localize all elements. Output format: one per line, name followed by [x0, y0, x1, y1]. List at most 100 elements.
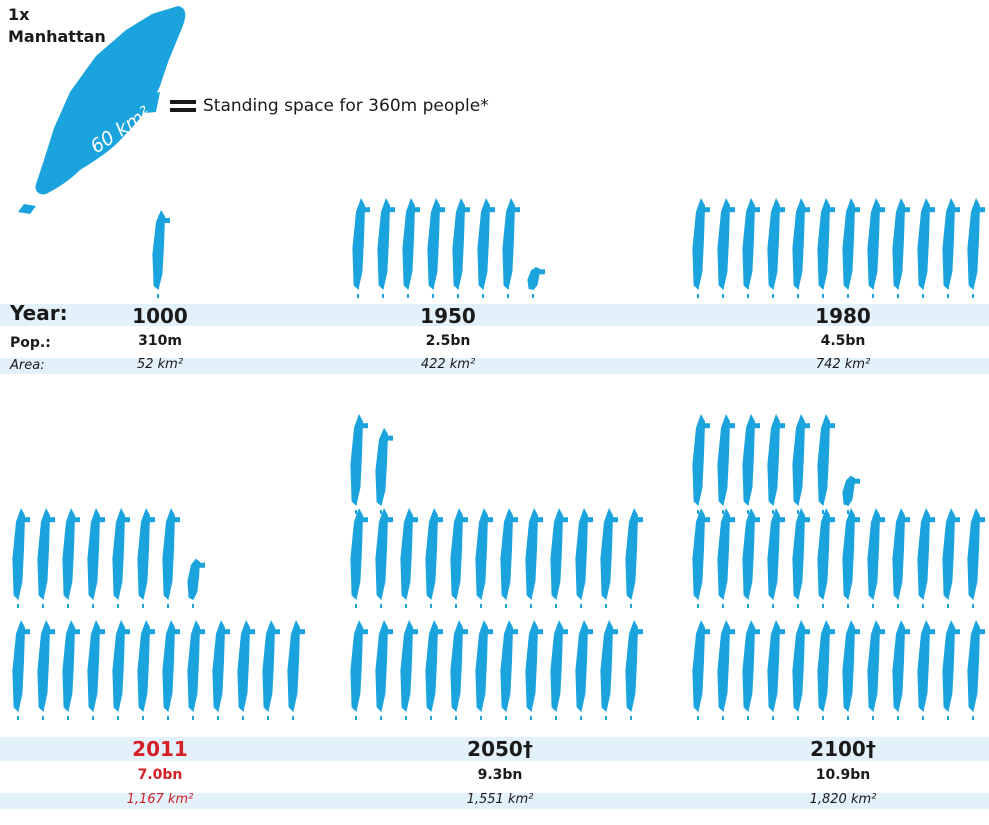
manhattan-glyph-2100†-13 — [717, 508, 730, 600]
manhattan-glyph-2050†-20 — [550, 508, 563, 600]
manhattan-glyph-2100†-22 — [942, 508, 955, 600]
manhattan-glyph-2100†-6 — [842, 620, 855, 712]
manhattan-glyph-2011-9 — [237, 620, 250, 712]
manhattan-glyph-2050†-16 — [450, 508, 463, 600]
manhattan-glyph-2100†-23 — [967, 508, 980, 600]
manhattan-glyph-2100†-26 — [742, 414, 755, 506]
manhattan-glyph-2050†-17 — [475, 508, 488, 600]
year-band-top — [0, 304, 989, 326]
year-value-4: 2050† — [467, 737, 533, 761]
manhattan-glyph-2050†-19 — [525, 508, 538, 600]
area-value-0: 52 km² — [136, 357, 184, 372]
manhattan-glyph-2011-18 — [162, 508, 175, 600]
manhattan-glyph-1980-9 — [917, 198, 930, 290]
manhattan-glyph-2050†-3 — [425, 620, 438, 712]
manhattan-glyph-1950-3 — [427, 198, 440, 290]
area-band-top — [0, 358, 989, 374]
pop-row-label: Pop.: — [10, 335, 51, 351]
manhattan-glyph-2100†-5 — [817, 620, 830, 712]
manhattan-glyph-2100†-19 — [867, 508, 880, 600]
manhattan-glyph-2011-19 — [187, 558, 200, 600]
manhattan-glyph-1980-3 — [767, 198, 780, 290]
manhattan-glyph-2050†-23 — [625, 508, 638, 600]
area-value-2: 742 km² — [815, 357, 871, 372]
manhattan-glyph-1980-4 — [792, 198, 805, 290]
legend-title: 1x Manhattan — [8, 5, 106, 46]
manhattan-glyph-2100†-20 — [892, 508, 905, 600]
year-band-bottom — [0, 737, 989, 761]
manhattan-glyph-2050†-4 — [450, 620, 463, 712]
manhattan-glyph-2100†-14 — [742, 508, 755, 600]
manhattan-glyph-1000-0 — [152, 209, 165, 290]
manhattan-glyph-2100†-8 — [892, 620, 905, 712]
manhattan-glyph-1980-7 — [867, 198, 880, 290]
manhattan-glyph-2100†-21 — [917, 508, 930, 600]
manhattan-glyph-1980-11 — [967, 198, 980, 290]
manhattan-glyph-1980-2 — [742, 198, 755, 290]
manhattan-glyph-2100†-24 — [692, 414, 705, 506]
manhattan-glyph-2050†-22 — [600, 508, 613, 600]
year-value-3: 2011 — [132, 737, 188, 761]
manhattan-glyph-1950-4 — [452, 198, 465, 290]
manhattan-glyph-2100†-4 — [792, 620, 805, 712]
manhattan-glyph-2050†-21 — [575, 508, 588, 600]
manhattan-glyph-2011-5 — [137, 620, 150, 712]
manhattan-glyph-1980-0 — [692, 198, 705, 290]
manhattan-glyph-2011-2 — [62, 620, 75, 712]
manhattan-glyph-1980-8 — [892, 198, 905, 290]
manhattan-glyph-2050†-15 — [425, 508, 438, 600]
year-value-1: 1950 — [420, 304, 476, 328]
manhattan-glyph-2100†-11 — [967, 620, 980, 712]
pop-value-0: 310m — [138, 333, 182, 349]
area-band-bottom — [0, 793, 989, 809]
manhattan-glyph-1950-5 — [477, 198, 490, 290]
manhattan-glyph-2100†-3 — [767, 620, 780, 712]
manhattan-glyph-2100†-2 — [742, 620, 755, 712]
year-value-5: 2100† — [810, 737, 876, 761]
manhattan-glyph-2100†-1 — [717, 620, 730, 712]
manhattan-glyph-2050†-13 — [375, 508, 388, 600]
manhattan-glyph-2011-16 — [112, 508, 125, 600]
manhattan-glyph-2050†-7 — [525, 620, 538, 712]
manhattan-glyph-2050†-12 — [350, 508, 363, 600]
pop-value-4: 9.3bn — [477, 767, 523, 783]
pop-value-1: 2.5bn — [425, 333, 471, 349]
manhattan-glyph-2050†-14 — [400, 508, 413, 600]
manhattan-glyph-2011-10 — [262, 620, 275, 712]
manhattan-glyph-2100†-27 — [767, 414, 780, 506]
manhattan-glyph-1980-1 — [717, 198, 730, 290]
pop-value-3: 7.0bn — [137, 767, 183, 783]
equals-sign — [170, 100, 196, 116]
legend-text: Standing space for 360m people* — [203, 96, 489, 116]
manhattan-glyph-1950-1 — [377, 198, 390, 290]
area-value-1: 422 km² — [420, 357, 476, 372]
manhattan-glyph-2050†-6 — [500, 620, 513, 712]
manhattan-glyph-2011-7 — [187, 620, 200, 712]
manhattan-glyph-2100†-7 — [867, 620, 880, 712]
manhattan-glyph-2100†-16 — [792, 508, 805, 600]
pop-value-5: 10.9bn — [815, 767, 871, 783]
manhattan-glyph-2100†-9 — [917, 620, 930, 712]
manhattan-glyph-2050†-1 — [375, 620, 388, 712]
manhattan-glyph-2050†-5 — [475, 620, 488, 712]
year-value-0: 1000 — [132, 304, 188, 328]
manhattan-glyph-2011-6 — [162, 620, 175, 712]
pop-value-2: 4.5bn — [820, 333, 866, 349]
manhattan-glyph-1950-0 — [352, 198, 365, 290]
manhattan-glyph-2100†-25 — [717, 414, 730, 506]
manhattan-glyph-2050†-8 — [550, 620, 563, 712]
manhattan-glyph-2100†-29 — [817, 414, 830, 506]
manhattan-glyph-2050†-10 — [600, 620, 613, 712]
manhattan-glyph-2050†-25 — [375, 427, 388, 506]
year-value-2: 1980 — [815, 304, 871, 328]
year-row-label: Year: — [10, 301, 68, 325]
manhattan-glyph-2011-3 — [87, 620, 100, 712]
manhattan-glyph-2011-13 — [37, 508, 50, 600]
manhattan-glyph-1950-7 — [527, 267, 540, 290]
manhattan-glyph-2100†-18 — [842, 508, 855, 600]
manhattan-glyph-2011-12 — [12, 508, 25, 600]
manhattan-glyph-1980-6 — [842, 198, 855, 290]
area-value-4: 1,551 km² — [466, 792, 534, 807]
